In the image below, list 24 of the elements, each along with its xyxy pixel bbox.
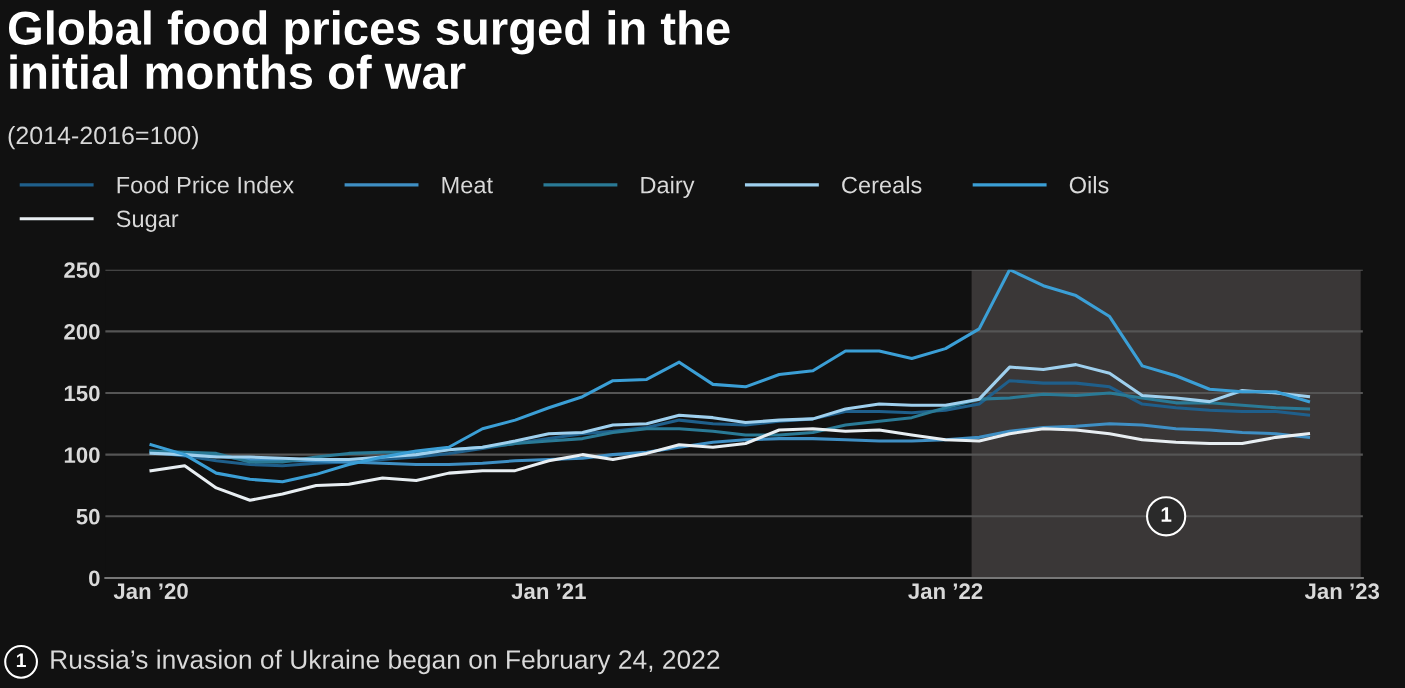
- x-tick-label: Jan ’23: [1304, 583, 1380, 600]
- legend-label: Oils: [1069, 176, 1109, 194]
- text: 1: [16, 653, 26, 667]
- legend-label: Food Price Index: [117, 176, 294, 194]
- legend-label: Dairy: [641, 176, 695, 199]
- band-label: 1: [1161, 507, 1172, 522]
- legend-label: Sugar: [116, 210, 179, 232]
- line-series: [149, 427, 1311, 502]
- x-tick-label: Jan ’21: [511, 583, 586, 600]
- y-tick-label: 0: [89, 570, 100, 587]
- chart-title: Global food prices surged in the initial months of war: [8, 10, 730, 90]
- y-tick-label: 50: [76, 508, 100, 525]
- legend-label: Meat: [442, 176, 493, 194]
- line-series: [149, 269, 1311, 484]
- y-tick-label: 150: [64, 385, 100, 402]
- line-series: [149, 363, 1311, 462]
- chart-subtitle: (2014-2016=100): [8, 125, 198, 150]
- x-tick-label: Jan ’20: [113, 583, 188, 600]
- y-tick-label: 100: [64, 447, 100, 463]
- y-tick-label: 200: [64, 323, 100, 340]
- x-tick-label: Jan ’22: [908, 583, 983, 600]
- y-tick-label: 250: [64, 262, 100, 278]
- text: Russia’s invasion of Ukraine began on February 24, 2022: [51, 649, 720, 675]
- legend-label: Cereals: [842, 176, 922, 194]
